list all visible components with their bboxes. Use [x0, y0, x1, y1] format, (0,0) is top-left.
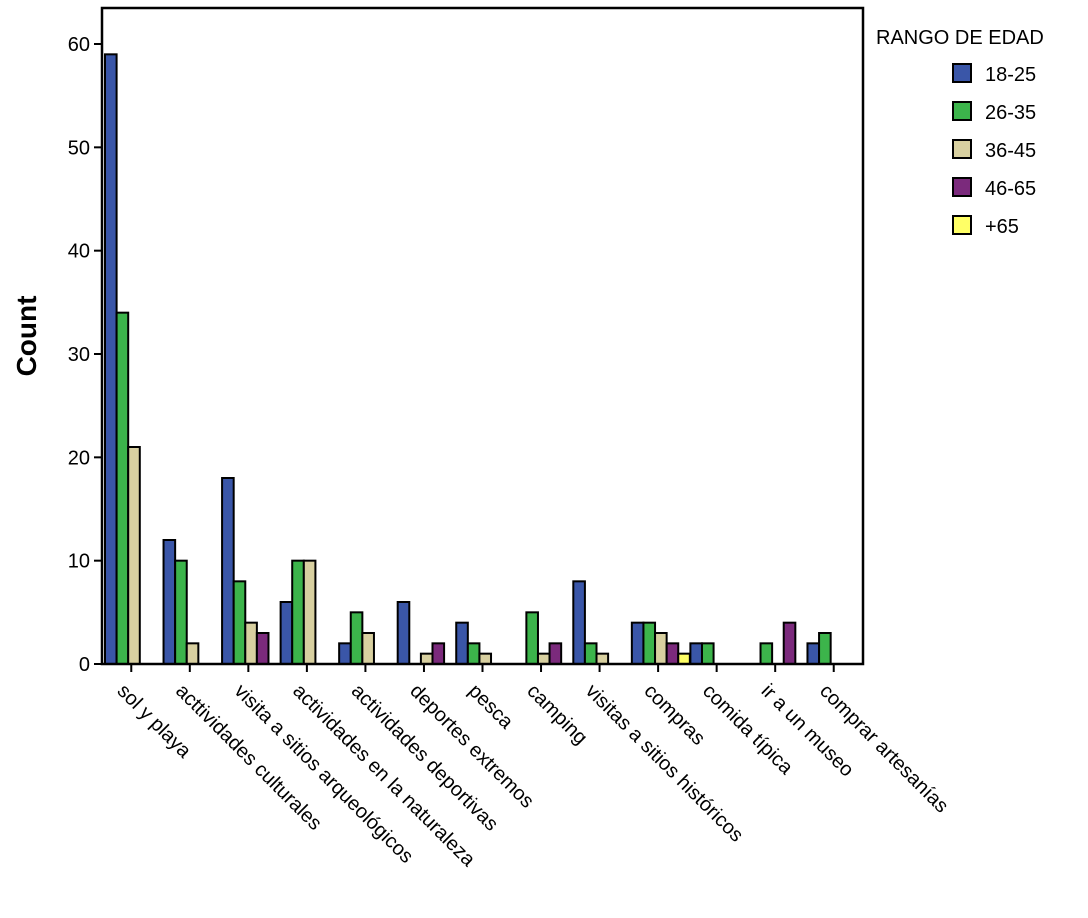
bar-18-25-9	[630, 621, 645, 666]
bar-18-25-1	[162, 539, 177, 665]
legend-swatch	[952, 215, 972, 235]
legend-swatch	[952, 101, 972, 121]
bar-18-25-8	[572, 580, 586, 665]
legend-label: 18-25	[985, 64, 1036, 86]
bar-36-45-2	[244, 621, 258, 666]
legend-label: 46-65	[985, 178, 1036, 200]
bar-26-35-3	[291, 559, 305, 666]
bar-26-35-9	[642, 621, 657, 666]
bar-36-45-3	[302, 559, 317, 666]
bar-18-25-10	[689, 642, 703, 665]
bar-18-25-2	[221, 477, 235, 665]
bar-36-45-4	[361, 632, 375, 665]
bar-18-25-12	[806, 642, 821, 665]
legend-title: RANGO DE EDAD	[876, 27, 1044, 49]
y-tick-label: 10	[68, 551, 90, 573]
y-axis-title: Count	[11, 296, 42, 377]
bar-36-45-9	[654, 632, 668, 665]
bar-26-35-7	[525, 611, 539, 665]
bar-46-65-11	[782, 621, 797, 666]
bar-46-65-2	[255, 632, 270, 665]
bar-46-65-9	[665, 642, 680, 665]
bar-26-35-0	[115, 311, 130, 665]
bar-26-35-8	[583, 642, 598, 665]
bar-18-25-0	[104, 53, 118, 666]
bar-18-25-5	[396, 601, 411, 665]
y-tick-label: 50	[68, 137, 90, 159]
bar-26-35-11	[759, 642, 774, 665]
bar-+65-9	[677, 652, 691, 666]
bar-18-25-3	[279, 601, 294, 665]
legend: RANGO DE EDAD 18-25 26-35 36-45 46-65 +65	[876, 27, 1044, 238]
bar-36-45-5	[419, 652, 434, 666]
bar-36-45-0	[127, 446, 141, 665]
y-tick-label: 0	[79, 654, 90, 676]
legend-label: +65	[985, 216, 1019, 238]
legend-swatch	[952, 63, 972, 83]
bar-26-35-1	[174, 559, 188, 666]
bar-46-65-5	[431, 642, 446, 665]
plot-frame	[100, 6, 865, 666]
bar-26-35-4	[349, 611, 364, 665]
bar-18-25-4	[338, 642, 352, 665]
bar-26-35-6	[466, 642, 481, 665]
bar-26-35-2	[232, 580, 247, 665]
legend-label: 36-45	[985, 140, 1036, 162]
x-category-label: pesca	[464, 680, 518, 734]
bar-46-65-7	[548, 642, 563, 665]
y-tick-label: 40	[68, 241, 90, 263]
legend-swatch	[952, 177, 972, 197]
legend-swatch	[952, 139, 972, 159]
bar-36-45-6	[478, 652, 493, 666]
y-tick-label: 30	[68, 344, 90, 366]
legend-label: 26-35	[985, 102, 1036, 124]
y-tick-label: 20	[68, 447, 90, 469]
bar-26-35-12	[818, 632, 832, 665]
bar-26-35-10	[700, 642, 715, 665]
y-axis-ticks: 0 10 20 30 40 50 60	[68, 34, 102, 676]
x-category-label: camping	[523, 680, 592, 749]
bar-18-25-6	[455, 621, 469, 666]
y-tick-label: 60	[68, 34, 90, 56]
bar-36-45-8	[595, 652, 610, 666]
bar-36-45-1	[185, 642, 200, 665]
bar-group	[104, 53, 832, 666]
bar-36-45-7	[536, 652, 551, 666]
